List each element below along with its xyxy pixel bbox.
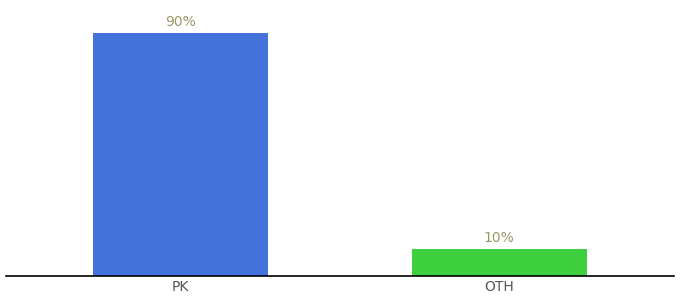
Bar — [93, 33, 269, 276]
Text: 10%: 10% — [484, 230, 515, 244]
Bar — [411, 249, 587, 276]
Text: 90%: 90% — [165, 14, 196, 28]
